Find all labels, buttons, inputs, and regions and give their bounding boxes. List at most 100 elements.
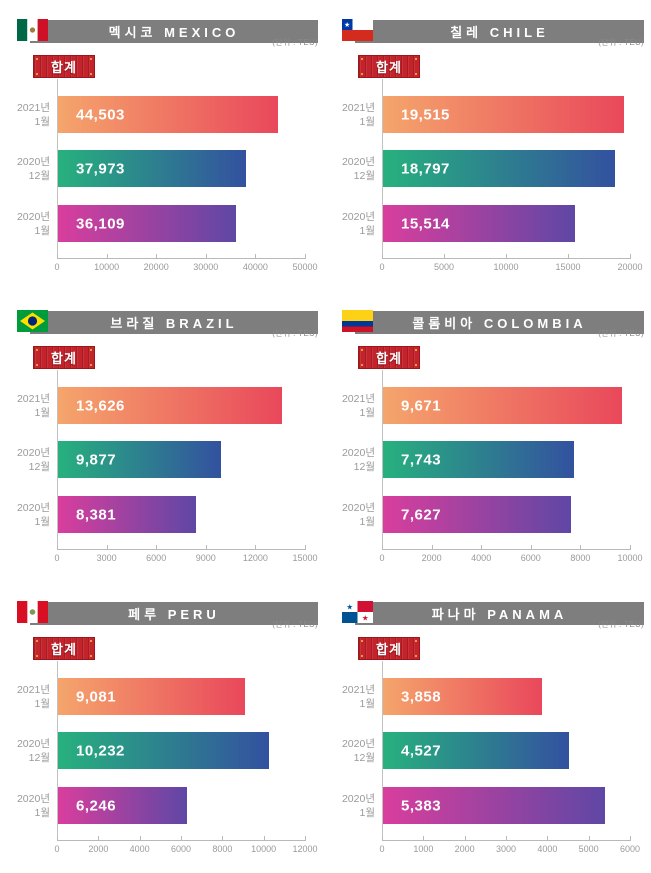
axis-tick-label: 2000: [454, 844, 475, 854]
category-line: 12월: [28, 169, 50, 182]
x-axis: 0 2000 4000 6000 8000 10000: [379, 545, 643, 563]
axis-tick: [205, 545, 207, 550]
category-line: 1월: [34, 515, 51, 528]
axis-tick: [444, 254, 445, 259]
bar-2021-jan: 9,081: [58, 673, 252, 717]
plot-area: 2021년 1월 9,081 2020년 12월 10,232 2020년: [17, 670, 305, 840]
axis-tick: [630, 836, 631, 841]
bar-2020-dec: 9,877: [58, 436, 228, 480]
bar-value-label: 36,109: [76, 215, 125, 232]
brazil-flag-icon: [17, 310, 48, 332]
category-label: 2021년 1월: [2, 682, 50, 710]
bar-2020-jan: 36,109: [58, 200, 244, 244]
axis-tick: [568, 254, 569, 259]
category-line: 2021년: [16, 392, 50, 405]
x-axis: 0 3000 6000 9000 12000 15000: [54, 545, 318, 563]
x-axis: 0 1000 2000 3000 4000 5000 6000: [379, 836, 640, 854]
bar-row: 2021년 1월 9,081: [17, 673, 305, 717]
category-line: 2020년: [341, 737, 375, 750]
category-label: 2020년 12월: [327, 445, 375, 473]
category-line: 12월: [353, 169, 375, 182]
category-line: 2020년: [341, 792, 375, 805]
category-line: 1월: [34, 224, 51, 237]
category-line: 2020년: [16, 737, 50, 750]
axis-tick-label: 30000: [193, 262, 219, 272]
total-badge-label: 합계: [51, 642, 77, 657]
unit-label: (단위 : TEU): [272, 329, 318, 338]
category-line: 1월: [359, 115, 376, 128]
category-label: 2020년 1월: [327, 791, 375, 819]
axis-tick: [506, 254, 507, 259]
unit-label: (단위 : TEU): [272, 620, 318, 629]
category-line: 1월: [359, 806, 376, 819]
bar-2020-dec: 18,797: [383, 145, 623, 189]
x-axis: 0 5000 10000 15000 20000: [379, 254, 643, 272]
bar-value-label: 19,515: [401, 106, 450, 123]
category-line: 2020년: [341, 501, 375, 514]
axis-tick: [530, 545, 532, 550]
bar-2021-jan: 3,858: [383, 673, 549, 717]
axis-tick-label: 15000: [292, 553, 318, 563]
category-line: 2020년: [341, 155, 375, 168]
category-line: 1월: [34, 697, 51, 710]
bar-2020-jan: 5,383: [383, 782, 612, 826]
y-axis-line: [57, 79, 58, 259]
chart-panel-chile: 칠레 CHILE ★ (단위 : TEU) 합계 2021년 1월 19,515: [325, 0, 651, 291]
bar-row: 2020년 12월 7,743: [342, 436, 630, 480]
axis-tick: [382, 254, 383, 259]
axis-tick-label: 4000: [537, 844, 558, 854]
category-line: 2020년: [16, 792, 50, 805]
axis-tick-label: 8000: [212, 844, 233, 854]
bar-value-label: 18,797: [401, 160, 450, 177]
category-line: 1월: [34, 115, 51, 128]
total-badge: 합계: [358, 637, 420, 660]
axis-tick: [57, 836, 58, 841]
bar-value-label: 9,877: [76, 451, 117, 468]
axis-tick-label: 4000: [471, 553, 492, 563]
bar-row: 2020년 1월 7,627: [342, 491, 630, 535]
axis-tick: [57, 254, 58, 259]
total-badge: 합계: [33, 55, 95, 78]
bar-value-label: 7,627: [401, 506, 442, 523]
category-label: 2020년 12월: [327, 736, 375, 764]
axis-tick-label: 50000: [292, 262, 318, 272]
total-badge-label: 합계: [51, 351, 77, 366]
bar-value-label: 4,527: [401, 742, 442, 759]
chart-title: 파나마 PANAMA: [431, 607, 568, 622]
panama-flag-icon: ★ ★: [342, 601, 373, 623]
axis-tick: [547, 836, 549, 841]
unit-label: (단위 : TEU): [272, 38, 318, 47]
svg-text:★: ★: [344, 21, 350, 29]
bar-row: 2021년 1월 19,515: [342, 91, 631, 135]
bar-2020-jan: 15,514: [383, 200, 582, 244]
axis-tick-label: 1000: [413, 844, 434, 854]
axis-tick-label: 10000: [493, 262, 519, 272]
bar-row: 2021년 1월 44,503: [17, 91, 305, 135]
plot-area: 2021년 1월 19,515 2020년 12월 18,797 2020년: [342, 88, 631, 258]
axis-tick-label: 12000: [292, 844, 318, 854]
category-label: 2021년 1월: [2, 391, 50, 419]
colombia-flag-icon: [342, 310, 373, 332]
category-label: 2021년 1월: [327, 391, 375, 419]
axis-tick: [181, 836, 182, 841]
category-label: 2020년 12월: [327, 154, 375, 182]
axis-tick: [222, 836, 224, 841]
chart-title: 칠레 CHILE: [450, 25, 549, 40]
bar-value-label: 10,232: [76, 742, 125, 759]
axis-tick-label: 0: [379, 844, 385, 854]
axis-tick: [255, 545, 257, 550]
category-label: 2020년 12월: [2, 736, 50, 764]
category-line: 1월: [359, 697, 376, 710]
bar-row: 2020년 12월 10,232: [17, 727, 305, 771]
bar-2020-dec: 37,973: [58, 145, 253, 189]
axis-tick-label: 0: [379, 262, 385, 272]
axis-tick: [481, 545, 483, 550]
axis-tick: [382, 836, 383, 841]
category-line: 1월: [359, 515, 376, 528]
axis-tick-label: 0: [54, 844, 60, 854]
bar-value-label: 6,246: [76, 797, 117, 814]
chart-panel-panama: 파나마 PANAMA ★ ★ (단위 : TEU) 합계 2021년 1월 3,…: [325, 582, 651, 873]
bar-row: 2020년 1월 5,383: [342, 782, 630, 826]
axis-tick-label: 10000: [251, 844, 277, 854]
